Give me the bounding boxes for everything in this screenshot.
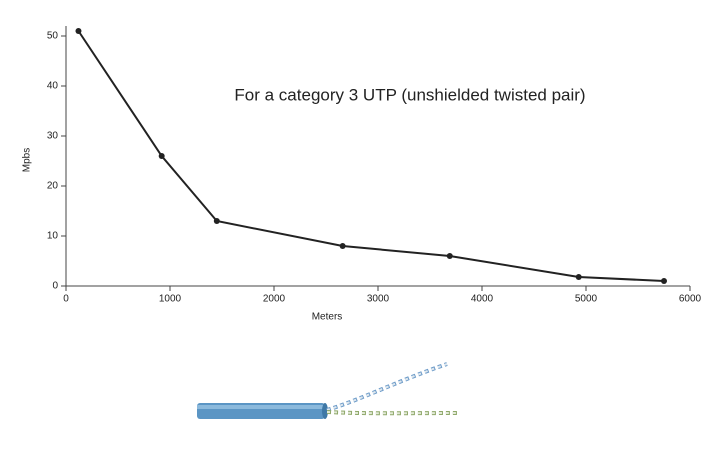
x-tick-label: 0 <box>63 294 69 305</box>
point <box>75 28 82 34</box>
y-tick-label: 0 <box>52 281 58 292</box>
point <box>575 274 582 280</box>
point <box>661 278 667 284</box>
x-tick-label: 3000 <box>367 294 390 305</box>
y-tick-label: 10 <box>47 231 59 242</box>
y-tick-label: 40 <box>47 81 59 92</box>
point <box>339 243 346 249</box>
point <box>158 153 165 159</box>
y-tick-label: 20 <box>47 181 59 192</box>
point <box>213 218 220 224</box>
x-tick-label: 2000 <box>263 294 286 305</box>
line <box>77 30 665 282</box>
annotation: For a category 3 UTP (unshielded twisted… <box>234 85 585 104</box>
point <box>446 253 453 259</box>
x-axis-label: Meters <box>312 312 343 323</box>
x-tick-label: 5000 <box>575 294 598 305</box>
x-tick-label: 6000 <box>679 294 702 305</box>
y-tick-label: 50 <box>47 31 59 42</box>
cable-illustration <box>197 362 461 419</box>
y-tick-label: 30 <box>47 131 59 142</box>
x-tick-label: 1000 <box>159 294 182 305</box>
y-axis-label: Mpbs <box>22 148 33 172</box>
x-tick-label: 4000 <box>471 294 494 305</box>
